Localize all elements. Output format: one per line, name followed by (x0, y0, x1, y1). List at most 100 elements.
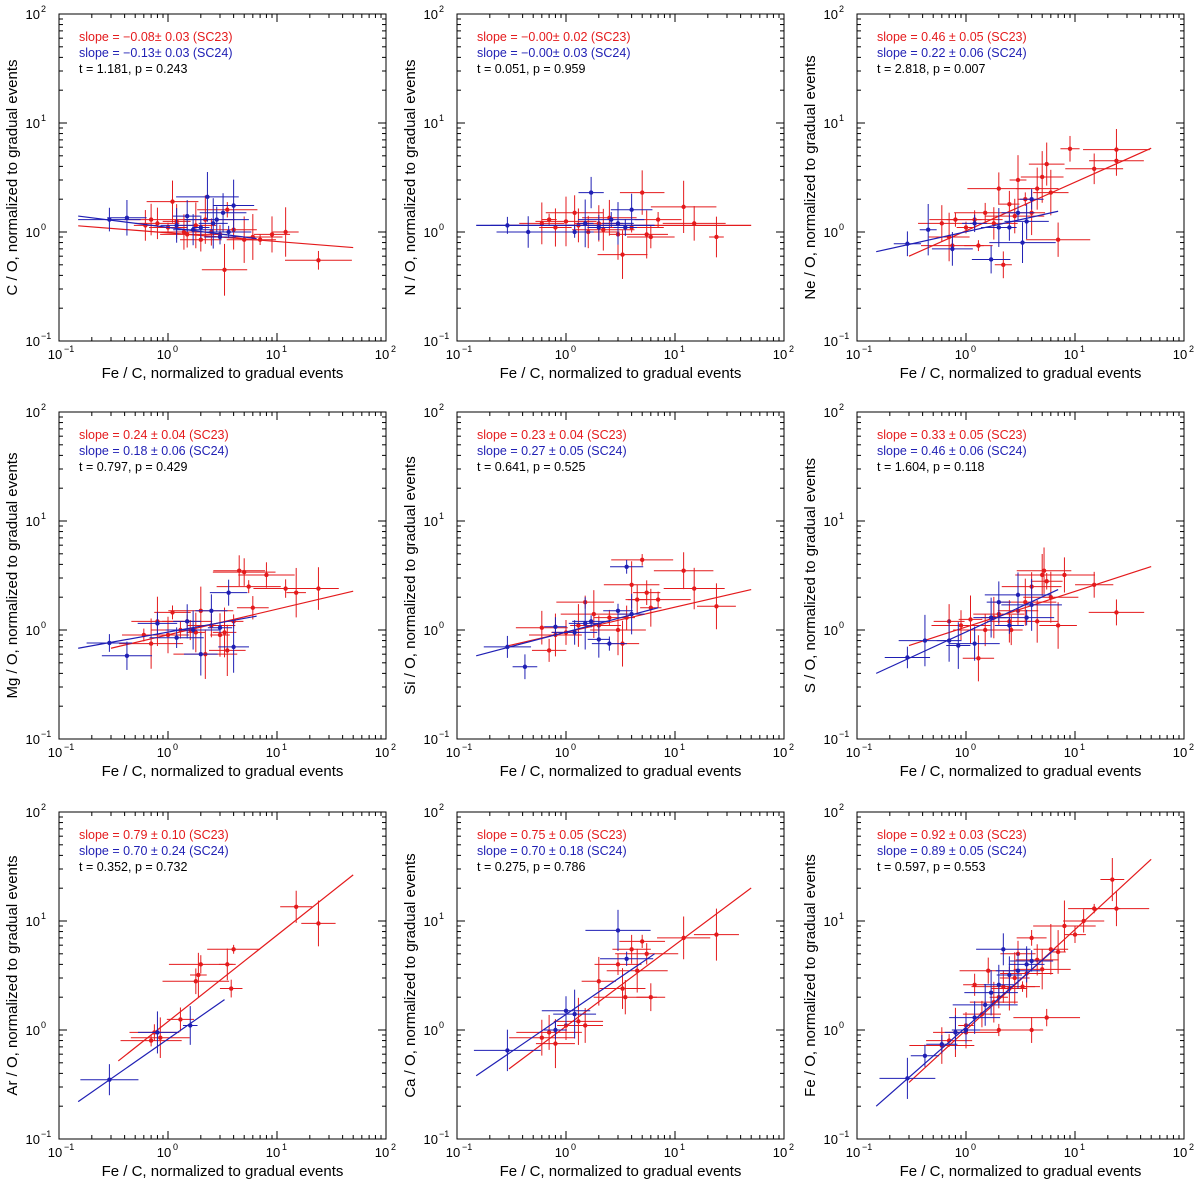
data-point (613, 218, 638, 236)
data-marker (1012, 213, 1017, 219)
data-marker (193, 223, 199, 228)
panel-3: 10 −1 10 0 10 1 10 210 −110 010 110 2Fe / C, normal… (802, 4, 1194, 382)
slope-annotation-sc24: slope = 0.70 ± 0.18 (SC24) (477, 844, 627, 858)
data-point (1033, 923, 1069, 975)
slope-annotation-sc24: slope = 0.18 ± 0.06 (SC24) (79, 444, 229, 458)
y-tick-label: 10 (424, 1132, 438, 1147)
series-sc23 (908, 128, 1152, 279)
data-marker (629, 582, 634, 587)
data-point (182, 1006, 198, 1045)
data-marker (198, 237, 204, 242)
y-tick-exponent: 1 (839, 113, 844, 123)
data-marker (563, 219, 569, 224)
data-point (280, 890, 313, 923)
data-area (875, 547, 1152, 682)
data-point (130, 1017, 190, 1058)
data-point (192, 216, 210, 239)
data-marker (193, 979, 199, 984)
y-tick-label: 10 (824, 1132, 838, 1147)
data-point (1023, 571, 1079, 623)
data-marker (1023, 599, 1028, 605)
series-sc24 (875, 572, 1062, 674)
data-marker (1114, 610, 1119, 615)
data-point (1100, 858, 1125, 902)
data-marker (982, 627, 988, 633)
data-point (627, 225, 675, 249)
panel-4: 10 −1 10 0 10 1 10 210 −110 010 110 2Fe / C, normal… (4, 402, 396, 780)
x-tick-label: 10 (266, 745, 280, 760)
data-marker (174, 635, 179, 640)
panel-5: 10 −1 10 0 10 1 10 210 −110 010 110 2Fe / C, normal… (402, 402, 794, 780)
data-point (541, 996, 591, 1026)
plot-frame (58, 13, 387, 342)
data-marker (526, 229, 531, 235)
data-point (490, 216, 525, 234)
data-marker (188, 1023, 193, 1028)
data-marker (184, 213, 190, 219)
data-point (618, 593, 645, 635)
data-marker (220, 210, 226, 216)
data-point (107, 199, 147, 236)
x-tick-exponent: 0 (571, 742, 576, 752)
data-marker (968, 617, 973, 622)
data-marker (231, 947, 236, 952)
axis-ticks (58, 811, 387, 1140)
plot-frame (456, 411, 785, 740)
data-marker (1020, 984, 1025, 989)
y-tick-exponent: 2 (839, 802, 844, 812)
data-point (931, 232, 973, 266)
axis-ticks (456, 13, 785, 342)
series-sc24 (77, 999, 225, 1103)
data-point (709, 216, 724, 258)
data-point (971, 245, 1011, 274)
data-marker (982, 1002, 988, 1008)
y-tick-label: 10 (424, 116, 438, 131)
y-tick-label: 10 (26, 405, 40, 420)
data-marker (629, 207, 634, 212)
y-tick-exponent: −1 (839, 1129, 849, 1139)
data-marker (714, 234, 719, 240)
fit-line-sc23 (508, 887, 752, 1070)
data-point (551, 620, 598, 645)
data-marker (624, 956, 629, 961)
data-point (212, 607, 237, 658)
x-tick-label: 10 (375, 745, 389, 760)
y-tick-label: 10 (824, 623, 838, 638)
x-tick-exponent: 2 (789, 344, 794, 354)
data-point (201, 243, 248, 296)
y-tick-exponent: 0 (439, 222, 444, 232)
data-point (918, 205, 966, 242)
data-point (553, 989, 597, 1039)
y-tick-label: 10 (824, 225, 838, 240)
data-point (657, 916, 711, 960)
data-point (1064, 926, 1086, 943)
data-marker (953, 1030, 958, 1035)
x-tick-label: 10 (446, 745, 460, 760)
data-point (207, 622, 233, 634)
y-tick-exponent: 2 (41, 4, 46, 14)
series-sc24 (876, 188, 1059, 274)
x-tick-exponent: 0 (173, 1142, 178, 1152)
data-point (519, 202, 565, 245)
data-point (301, 900, 336, 947)
data-point (984, 572, 1052, 618)
data-marker (972, 221, 977, 226)
fit-line-sc24 (875, 589, 1059, 674)
data-point (999, 609, 1055, 626)
data-point (931, 610, 991, 641)
data-marker (1041, 568, 1047, 573)
data-marker (178, 1017, 183, 1022)
data-point (594, 953, 642, 975)
data-point (204, 229, 236, 245)
y-tick-label: 10 (424, 7, 438, 22)
x-tick-label: 10 (48, 347, 62, 362)
data-marker (1007, 225, 1012, 230)
data-point (1002, 214, 1016, 241)
data-marker (926, 227, 931, 232)
y-tick-exponent: −1 (41, 1129, 51, 1139)
data-marker (623, 225, 628, 230)
fit-line-sc24 (77, 999, 225, 1103)
x-tick-label: 10 (555, 347, 569, 362)
data-point (944, 1015, 967, 1050)
data-point (994, 251, 1012, 279)
